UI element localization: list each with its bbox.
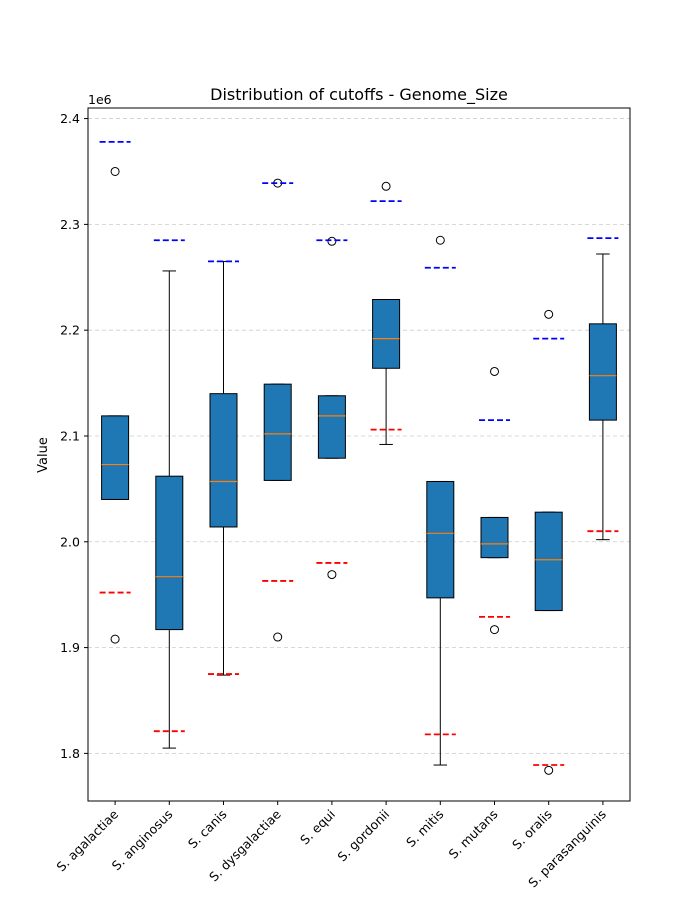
cutoff-markers	[99, 140, 619, 766]
box-group	[480, 366, 509, 635]
box-group	[588, 253, 617, 541]
box-iqr	[588, 323, 617, 421]
box-iqr	[263, 383, 292, 481]
box-group	[372, 181, 401, 445]
outlier-point	[490, 625, 499, 635]
box-group	[101, 166, 130, 644]
x-tick-label: S. equi	[297, 807, 338, 848]
outlier-point	[544, 309, 554, 319]
box-group	[426, 235, 455, 766]
y-tick-label: 2.0	[60, 534, 80, 549]
x-tick-label: S. mitis	[403, 807, 446, 850]
box-iqr	[317, 395, 346, 459]
y-ticks: 1.8 1.9 2.0 2.1 2.2 2.3 2.4	[60, 111, 88, 761]
y-axis-label: Value	[36, 437, 51, 473]
outlier-point	[381, 181, 391, 191]
box-group	[155, 270, 184, 749]
chart-title: Distribution of cutoffs - Genome_Size	[210, 85, 508, 105]
x-tick-label: S. gordonii	[334, 807, 392, 865]
y-tick-label: 1.9	[60, 640, 80, 655]
outlier-point	[110, 166, 120, 176]
outlier-point	[544, 765, 554, 775]
outlier-point	[327, 236, 337, 246]
x-tick-label: S. canis	[185, 807, 230, 852]
box-iqr	[101, 415, 130, 500]
outlier-point	[435, 235, 445, 245]
outlier-point	[490, 366, 499, 376]
box-iqr	[480, 516, 509, 559]
outlier-point	[273, 632, 283, 642]
x-tick-label: S. oralis	[509, 807, 555, 853]
y-tick-label: 2.3	[60, 217, 80, 232]
outlier-point	[327, 570, 337, 580]
box-iqr	[209, 393, 238, 528]
box-iqr	[155, 475, 184, 631]
x-tick-label: S. mutans	[445, 807, 500, 862]
boxes	[101, 166, 617, 775]
box-iqr	[426, 480, 455, 599]
y-tick-label: 2.2	[60, 323, 80, 338]
y-tick-label: 2.4	[60, 111, 80, 126]
box-iqr	[372, 299, 401, 369]
box-group	[317, 236, 346, 580]
outlier-point	[110, 634, 120, 644]
y-tick-label: 2.1	[60, 428, 80, 443]
box-group	[263, 178, 292, 642]
box-group	[209, 260, 238, 676]
box-group	[534, 309, 563, 775]
y-tick-label: 1.8	[60, 746, 80, 761]
y-axis-offset-label: 1e6	[88, 92, 112, 107]
plot-frame	[87, 107, 631, 802]
box-iqr	[534, 511, 563, 612]
